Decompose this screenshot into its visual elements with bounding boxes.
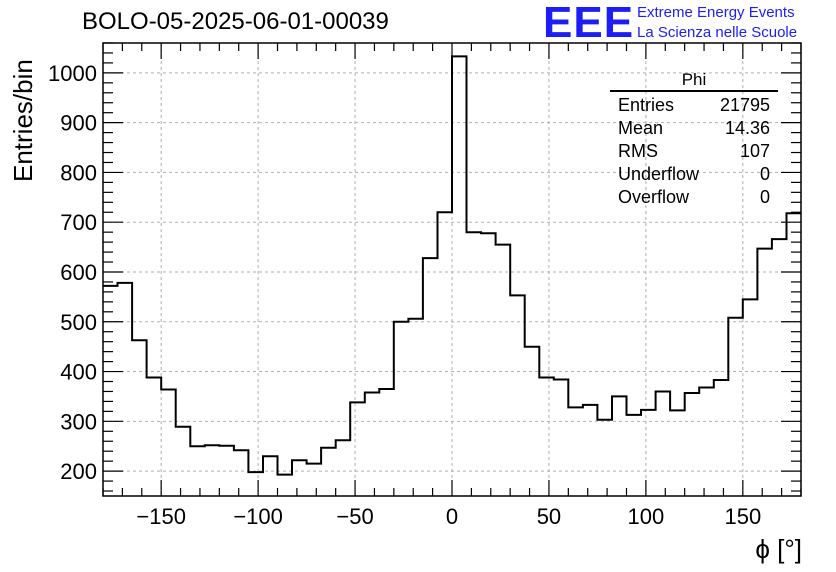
y-tick-label: 700 [60, 210, 97, 235]
stats-row-rms: RMS 107 [610, 140, 778, 163]
y-tick-label: 500 [60, 310, 97, 335]
stats-box: Phi Entries 21795 Mean 14.36 RMS 107 Und… [610, 70, 778, 209]
stats-row-entries: Entries 21795 [610, 94, 778, 117]
plot-frame [102, 42, 802, 497]
stats-title: Phi [681, 70, 707, 89]
stats-label: RMS [618, 141, 658, 161]
stats-value: 14.36 [724, 118, 770, 138]
axis-ticks [102, 42, 802, 496]
x-tick-label: −100 [233, 504, 283, 529]
stats-value: 0 [759, 187, 770, 207]
logo-text-line1: Extreme Energy Events [637, 4, 795, 21]
x-tick-label: 0 [446, 504, 458, 529]
stats-row-underflow: Underflow 0 [610, 163, 778, 186]
y-axis-label: Entries/bin [8, 59, 38, 182]
x-axis-label: ϕ [°] [755, 534, 802, 564]
stats-label: Entries [618, 95, 675, 115]
y-tick-label: 900 [60, 111, 97, 136]
y-tick-label: 400 [60, 360, 97, 385]
x-tick-label: −50 [336, 504, 373, 529]
eee-logo: EEE [543, 0, 635, 47]
stats-divider [610, 90, 778, 92]
histogram-line [103, 55, 801, 476]
stats-label: Overflow [618, 187, 690, 207]
y-tick-label: 1000 [48, 61, 97, 86]
logo-text-line2: La Scienza nelle Scuole [637, 24, 798, 41]
x-tick-label: 150 [724, 504, 761, 529]
y-tick-label: 200 [60, 459, 97, 484]
x-tick-label: −150 [136, 504, 186, 529]
x-tick-label: 100 [628, 504, 665, 529]
stats-value: 0 [759, 164, 770, 184]
stats-row-overflow: Overflow 0 [610, 186, 778, 209]
stats-value: 21795 [719, 95, 770, 115]
stats-label: Mean [618, 118, 664, 138]
chart-title: BOLO-05-2025-06-01-00039 [82, 8, 389, 35]
y-tick-label: 300 [60, 409, 97, 434]
stats-label: Underflow [618, 164, 700, 184]
y-tick-label: 600 [60, 260, 97, 285]
y-tick-label: 800 [60, 160, 97, 185]
stats-row-mean: Mean 14.36 [610, 117, 778, 140]
x-tick-label: 50 [537, 504, 561, 529]
stats-value: 107 [739, 141, 770, 161]
tick-labels: −150 −100 −50 0 50 100 150 200 300 400 500 600 700 80… [48, 61, 761, 529]
